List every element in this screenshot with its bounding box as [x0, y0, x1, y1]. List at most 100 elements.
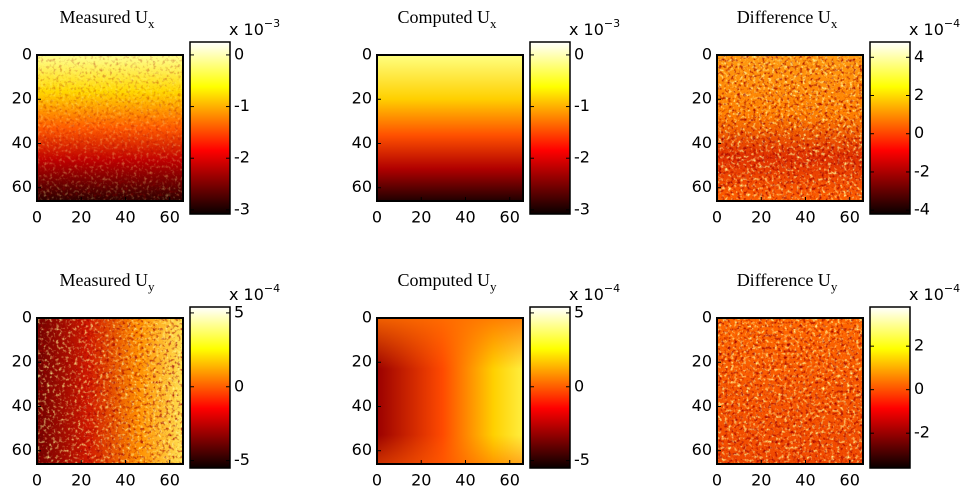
colorbar-exponent: −3 [604, 17, 620, 30]
axes-frame [716, 317, 864, 465]
y-tick-label: 40 [692, 396, 712, 415]
colorbar-scale: x 10−4 [229, 282, 280, 304]
title-text: Difference U [737, 7, 831, 27]
colorbar-tick-label: -2 [234, 148, 250, 167]
x-tick-label: 60 [160, 208, 180, 227]
colorbar-scale: x 10−4 [909, 282, 960, 304]
title-subscript: y [490, 279, 497, 294]
subplot-title: Computed Ux [398, 7, 498, 31]
colorbar-scale-text: x 10 [229, 20, 264, 39]
x-tick-label: 40 [455, 471, 475, 490]
colorbar-tick-label: 0 [574, 376, 584, 395]
colorbar-exponent: −4 [264, 282, 280, 295]
colorbar-tick-label: 2 [914, 85, 924, 104]
colorbar [869, 41, 911, 215]
x-tick-label: 60 [160, 471, 180, 490]
colorbar-tick-label: 0 [234, 44, 244, 63]
y-tick-label: 40 [352, 133, 372, 152]
colorbar [529, 306, 571, 469]
x-tick-label: 20 [71, 208, 91, 227]
colorbar-tick-label: -3 [574, 199, 590, 218]
x-tick-label: 20 [411, 471, 431, 490]
y-tick-label: 20 [692, 89, 712, 108]
y-tick-label: 60 [692, 177, 712, 196]
axes-frame [716, 54, 864, 202]
x-tick-label: 20 [71, 471, 91, 490]
x-tick-label: 20 [751, 208, 771, 227]
heatmap-noise [717, 318, 863, 464]
y-tick-label: 20 [352, 352, 372, 371]
colorbar-tick-label: -2 [914, 161, 930, 180]
heatmap-image [377, 55, 523, 201]
y-tick-label: 20 [692, 352, 712, 371]
colorbar-tick-label: 2 [914, 336, 924, 355]
x-tick-label: 0 [32, 471, 42, 490]
x-tick-label: 0 [712, 471, 722, 490]
x-tick-label: 60 [840, 208, 860, 227]
colorbar-tick-label: -1 [574, 96, 590, 115]
colorbar-exponent: −4 [944, 17, 960, 30]
colorbar-scale-text: x 10 [569, 285, 604, 304]
y-tick-label: 60 [352, 177, 372, 196]
y-tick-label: 0 [22, 45, 32, 64]
colorbar-scale-text: x 10 [909, 285, 944, 304]
axes-frame [376, 317, 524, 465]
title-subscript: y [148, 279, 155, 294]
title-subscript: x [490, 16, 497, 31]
colorbar-tick-label: -5 [574, 450, 590, 469]
title-subscript: x [831, 16, 838, 31]
heatmap-noise [37, 318, 183, 464]
colorbar-scale: x 10−4 [569, 282, 620, 304]
title-text: Difference U [737, 270, 831, 290]
x-tick-label: 40 [795, 471, 815, 490]
x-tick-label: 0 [372, 471, 382, 490]
x-tick-label: 60 [500, 208, 520, 227]
y-tick-label: 60 [352, 440, 372, 459]
x-tick-label: 40 [115, 471, 135, 490]
colorbar-exponent: −3 [264, 17, 280, 30]
colorbar-exponent: −4 [944, 282, 960, 295]
y-tick-label: 40 [352, 396, 372, 415]
y-tick-label: 0 [362, 308, 372, 327]
colorbar-tick-label: 0 [914, 123, 924, 142]
colorbar-tick-label: -5 [234, 450, 250, 469]
colorbar-tick-label: -2 [574, 148, 590, 167]
y-tick-label: 40 [12, 133, 32, 152]
heatmap-noise [37, 55, 183, 201]
title-subscript: x [148, 16, 155, 31]
y-tick-label: 0 [362, 45, 372, 64]
y-tick-label: 20 [12, 352, 32, 371]
colorbar-scale: x 10−4 [909, 17, 960, 39]
y-tick-label: 60 [12, 440, 32, 459]
colorbar-tick-label: 0 [914, 379, 924, 398]
x-tick-label: 20 [411, 208, 431, 227]
colorbar-tick-label: 0 [234, 376, 244, 395]
y-tick-label: 60 [12, 177, 32, 196]
y-tick-label: 0 [702, 308, 712, 327]
subplot-title: Difference Uy [737, 270, 838, 294]
y-tick-label: 20 [352, 89, 372, 108]
y-tick-label: 0 [702, 45, 712, 64]
title-subscript: y [831, 279, 838, 294]
x-tick-label: 60 [500, 471, 520, 490]
colorbar-scale-text: x 10 [569, 20, 604, 39]
y-tick-label: 40 [12, 396, 32, 415]
title-text: Measured U [60, 270, 148, 290]
x-tick-label: 20 [751, 471, 771, 490]
colorbar-scale-text: x 10 [229, 285, 264, 304]
y-tick-label: 40 [692, 133, 712, 152]
y-tick-label: 20 [12, 89, 32, 108]
colorbar [189, 306, 231, 469]
colorbar-tick-label: -1 [234, 96, 250, 115]
x-tick-label: 40 [795, 208, 815, 227]
title-text: Computed U [398, 7, 491, 27]
colorbar-tick-label: -3 [234, 199, 250, 218]
colorbar [869, 306, 911, 469]
subplot-title: Computed Uy [398, 270, 498, 294]
axes-frame [376, 54, 524, 202]
